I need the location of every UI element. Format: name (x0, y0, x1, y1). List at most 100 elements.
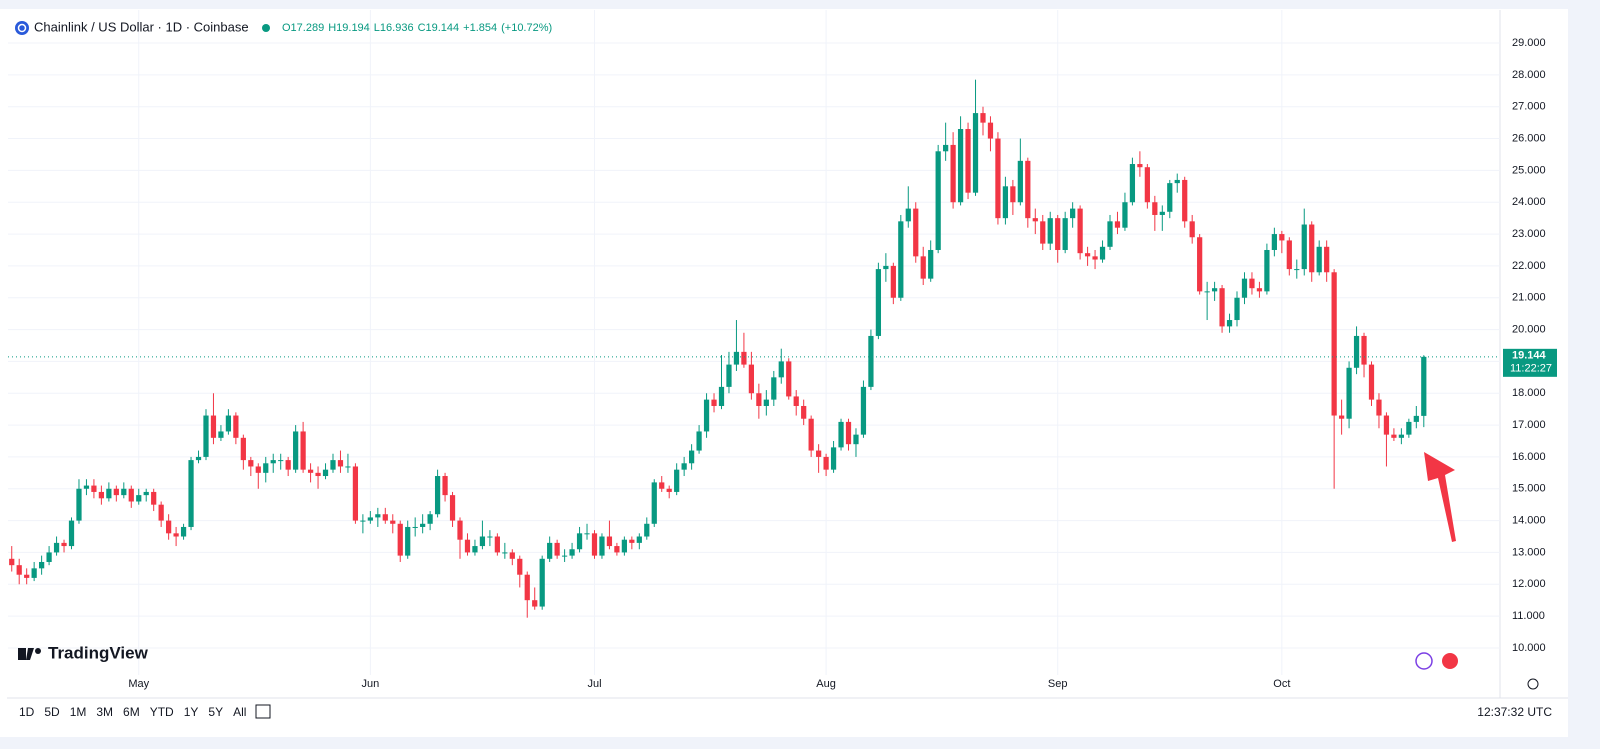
candle-body (1167, 183, 1173, 212)
candle-body (621, 539, 627, 553)
candle-body (1249, 278, 1255, 289)
candle-body (517, 558, 523, 575)
candle-body (599, 536, 605, 556)
candle-body (756, 393, 762, 406)
grid: 10.000 11.000 12.000 13.000 14.000 15.000 16.0… (8, 10, 1546, 690)
candle-body (838, 421, 844, 448)
x-tick-label: Oct (1273, 678, 1290, 690)
candle-body (307, 469, 314, 473)
candle-body (905, 208, 911, 222)
date-range-icon[interactable] (255, 704, 271, 719)
candle-body (180, 526, 187, 537)
y-tick-label: 20.000 (1512, 323, 1546, 335)
candle-body (449, 495, 456, 521)
candle-body (285, 460, 291, 470)
candle-body (360, 520, 366, 522)
candle-body (1353, 335, 1360, 368)
candle-body (1062, 218, 1068, 250)
candle-body (666, 488, 672, 492)
candle-body (46, 552, 52, 562)
candle-body (726, 364, 732, 387)
candle-body (24, 574, 30, 578)
y-tick-label: 11.000 (1512, 610, 1545, 622)
y-tick-label: 23.000 (1512, 228, 1546, 240)
candle-body (233, 415, 239, 438)
candle-body (868, 335, 874, 387)
candle-body (1226, 320, 1233, 327)
y-tick-label: 29.000 (1512, 37, 1546, 49)
candle-body (166, 520, 172, 534)
candle-body (39, 561, 45, 569)
candle-body (935, 151, 941, 250)
candle-body (928, 249, 934, 279)
candle-body (659, 482, 665, 489)
range-button[interactable]: 5D (44, 705, 60, 719)
candle-body (31, 568, 37, 578)
x-tick-label: Sep (1048, 678, 1068, 690)
candle-body (1107, 221, 1113, 247)
candle-body (957, 129, 964, 203)
candle-body (816, 450, 822, 457)
candle-body (352, 466, 359, 521)
y-tick-label: 15.000 (1512, 483, 1546, 495)
range-button[interactable]: 6M (123, 705, 140, 719)
candle-body (106, 488, 112, 499)
candle-body (61, 542, 67, 547)
candle-body (1234, 297, 1240, 321)
candle-body (845, 421, 852, 445)
candle-body (995, 138, 1001, 219)
candle-body (1294, 269, 1300, 271)
candle-body (1316, 246, 1322, 273)
candle-body (1144, 167, 1150, 203)
range-button[interactable]: 1M (70, 705, 87, 719)
candle-body (1398, 434, 1404, 438)
candle-body (270, 460, 276, 464)
candle-body (1099, 246, 1106, 260)
candle-body (1406, 421, 1412, 435)
settings-icon[interactable] (1527, 678, 1539, 690)
candle-body (16, 565, 22, 575)
candle-body (487, 536, 493, 538)
candle-body (1286, 240, 1292, 270)
candle-body (128, 488, 134, 502)
candle-body (584, 533, 590, 535)
candle-body (113, 488, 119, 496)
candle-body (322, 469, 329, 477)
range-button[interactable]: 1Y (184, 705, 199, 719)
event-icon (1415, 652, 1433, 670)
range-button[interactable]: 3M (96, 705, 113, 719)
y-tick-label: 26.000 (1512, 132, 1546, 144)
candle-body (263, 463, 269, 473)
range-button[interactable]: All (233, 705, 246, 719)
candle-body (569, 549, 575, 556)
range-button[interactable]: YTD (150, 705, 174, 719)
candle-body (464, 539, 471, 553)
candle-body (681, 463, 687, 470)
candle-body (1264, 249, 1270, 292)
range-button[interactable]: 1D (19, 705, 35, 719)
candle-body (741, 351, 747, 365)
candle-body (412, 526, 418, 528)
candle-body (733, 351, 740, 365)
candle-body (173, 533, 179, 537)
candle-body (1159, 211, 1165, 215)
candle-body (375, 514, 381, 518)
candle-body (83, 485, 90, 489)
candle-body (420, 523, 426, 527)
y-tick-label: 12.000 (1512, 578, 1546, 590)
candle-body (801, 405, 807, 419)
candle-body (1070, 208, 1076, 219)
candle-body (689, 450, 695, 464)
range-button[interactable]: 5Y (208, 705, 223, 719)
candle-body (898, 221, 904, 298)
candle-body (225, 415, 232, 432)
candle-body (203, 415, 209, 457)
range-buttons: 1D 5D 1M 3M 6M YTD 1Y 5Y All (19, 705, 246, 719)
y-tick-label: 13.000 (1512, 546, 1546, 558)
last-price-tag (1503, 348, 1557, 377)
candle-body (1114, 221, 1121, 228)
candle-body (1129, 164, 1136, 203)
candle-body (1189, 221, 1195, 238)
candle-body (1084, 253, 1091, 257)
